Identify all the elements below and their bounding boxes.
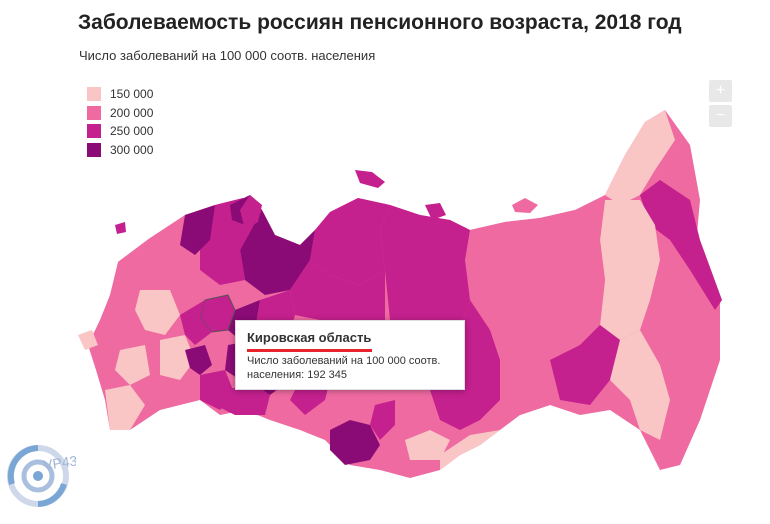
region-central-darkest-1[interactable]: [185, 345, 212, 375]
region-karelia[interactable]: [180, 205, 215, 255]
vp43-logo-icon: VP43: [7, 445, 76, 507]
region-novaya-zemlya[interactable]: [240, 195, 262, 230]
region-south-light[interactable]: [105, 385, 145, 430]
plus-icon: +: [715, 82, 726, 99]
region-khakassia[interactable]: [390, 400, 420, 440]
tooltip-region-name: Кировская область: [247, 330, 372, 345]
logo-text: VP43: [42, 452, 76, 473]
region-kemerovo[interactable]: [370, 400, 395, 440]
region-island-2[interactable]: [512, 198, 538, 213]
region-vologda[interactable]: [158, 250, 200, 290]
legend-label: 200 000: [110, 105, 154, 120]
legend-label: 250 000: [110, 124, 154, 139]
region-south-mid[interactable]: [145, 380, 180, 410]
map-subtitle: Число заболеваний на 100 000 соотв. насе…: [79, 48, 376, 63]
region-primorye[interactable]: [610, 330, 670, 440]
region-altai[interactable]: [330, 420, 380, 465]
region-tyva[interactable]: [405, 430, 450, 460]
region-central-dark-1[interactable]: [180, 300, 212, 345]
region-central-light-1[interactable]: [135, 290, 180, 335]
region-central-light-3[interactable]: [115, 345, 150, 385]
zoom-in-button[interactable]: +: [709, 80, 732, 102]
region-sakhalin[interactable]: [660, 345, 698, 400]
minus-icon: −: [715, 107, 726, 124]
tooltip-value-text: Число заболеваний на 100 000 соотв. насе…: [247, 355, 441, 381]
region-volga-dark[interactable]: [200, 370, 235, 410]
region-buryatia[interactable]: [440, 430, 500, 470]
region-crimea[interactable]: [78, 330, 98, 350]
region-kaliningrad[interactable]: [115, 222, 126, 234]
legend-swatch: [87, 87, 101, 102]
region-central-mid-1[interactable]: [118, 238, 160, 285]
tooltip-accent-line: [247, 349, 372, 352]
legend-swatch: [87, 105, 101, 120]
region-magadan-chukotka[interactable]: [605, 110, 675, 205]
map-title: Заболеваемость россиян пенсионного возра…: [78, 11, 682, 34]
legend-item: 300 000: [87, 141, 153, 160]
region-yamal[interactable]: [310, 198, 390, 285]
region-yakutia[interactable]: [465, 200, 605, 360]
legend-item: 150 000: [87, 85, 153, 104]
region-khmao[interactable]: [290, 260, 385, 330]
region-central-mid-2[interactable]: [100, 300, 140, 350]
region-komi[interactable]: [240, 210, 315, 295]
zoom-out-button[interactable]: −: [709, 105, 732, 127]
legend-item: 200 000: [87, 104, 153, 123]
legend-swatch: [87, 124, 101, 139]
region-central-light-2[interactable]: [160, 335, 195, 380]
region-zabaikalsky[interactable]: [500, 375, 560, 415]
region-tooltip: Кировская область Число заболеваний на 1…: [235, 320, 465, 390]
region-khabarovsk[interactable]: [600, 200, 660, 340]
legend-label: 150 000: [110, 87, 154, 102]
region-amur[interactable]: [550, 325, 620, 405]
legend-swatch: [87, 142, 101, 157]
region-irkutsk[interactable]: [430, 300, 500, 430]
legend-item: 250 000: [87, 122, 153, 141]
region-island-1[interactable]: [425, 203, 446, 220]
legend-label: 300 000: [110, 142, 154, 157]
region-taymyr-islands[interactable]: [355, 170, 385, 188]
legend: 150 000 200 000 250 000 300 000: [87, 85, 153, 159]
region-kamchatka[interactable]: [640, 180, 722, 310]
